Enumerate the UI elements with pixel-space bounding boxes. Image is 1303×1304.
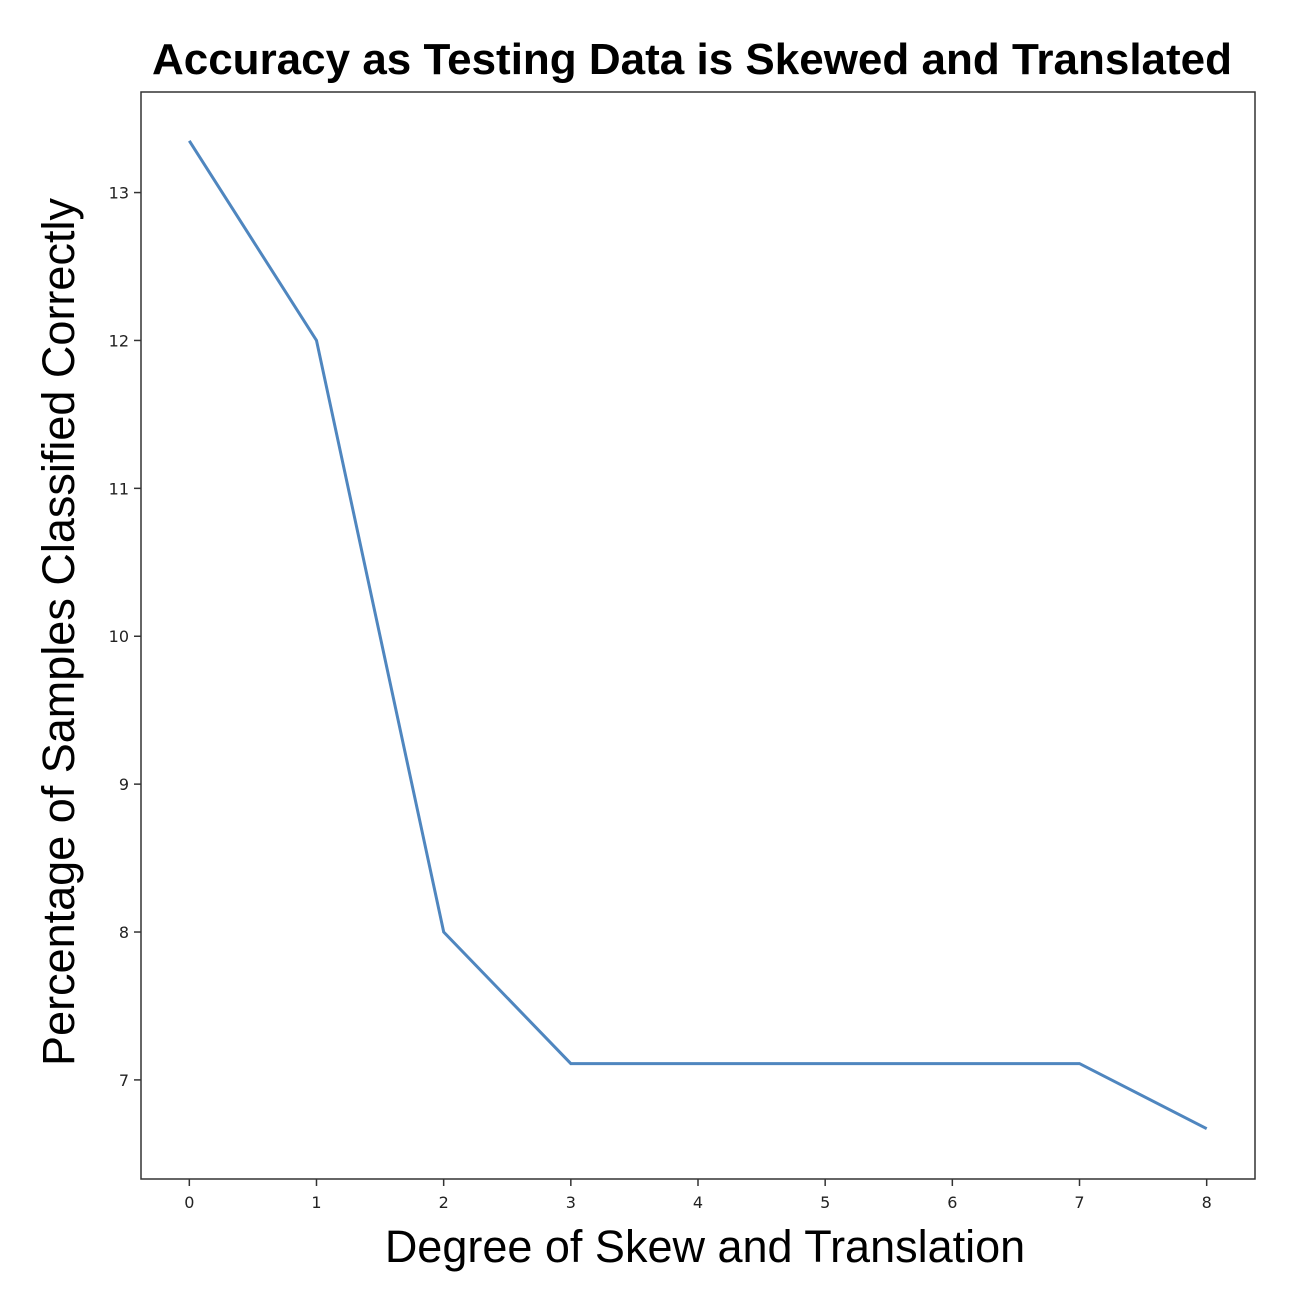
x-tick-label: 0 (184, 1193, 194, 1212)
y-tick-label: 8 (119, 923, 129, 942)
y-tick-label: 7 (119, 1071, 129, 1090)
x-axis: 0 1 2 3 4 5 6 7 8 (184, 1179, 1212, 1212)
y-tick-label: 12 (109, 331, 129, 350)
x-tick-label: 6 (947, 1193, 957, 1212)
x-tick-label: 5 (820, 1193, 830, 1212)
x-tick-label: 7 (1074, 1193, 1084, 1212)
x-tick-label: 4 (693, 1193, 703, 1212)
series-line (188, 139, 1208, 1131)
x-tick-label: 2 (439, 1193, 449, 1212)
x-axis-label: Degree of Skew and Translation (385, 1221, 1025, 1272)
y-tick-label: 10 (109, 627, 129, 646)
y-axis-label: Percentage of Samples Classified Correct… (33, 198, 84, 1066)
plot-frame (140, 91, 1256, 1180)
y-tick-label: 9 (119, 775, 129, 794)
x-tick-label: 8 (1202, 1193, 1212, 1212)
x-tick-label: 1 (311, 1193, 321, 1212)
chart-title: Accuracy as Testing Data is Skewed and T… (152, 35, 1232, 84)
y-tick-label: 11 (109, 479, 129, 498)
y-axis: 7 8 9 10 11 12 13 (109, 184, 141, 1090)
y-tick-label: 13 (109, 184, 129, 203)
x-tick-label: 3 (566, 1193, 576, 1212)
